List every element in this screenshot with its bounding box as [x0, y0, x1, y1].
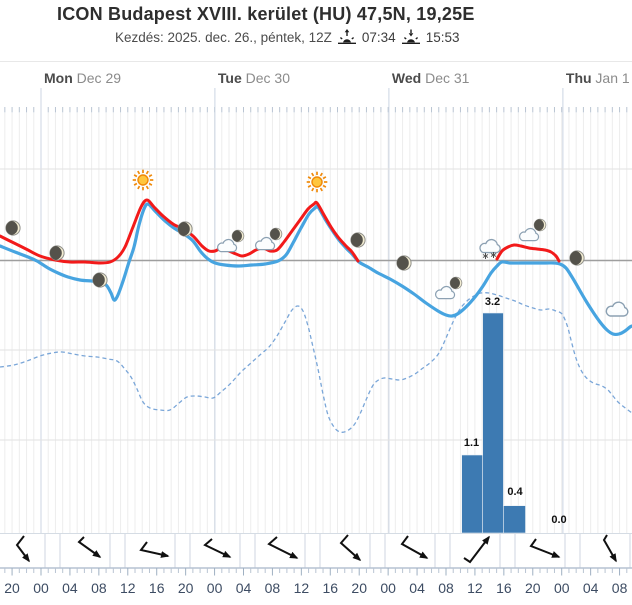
- time-tick-label: 00: [33, 580, 49, 596]
- precip-value-label: 0.0: [551, 514, 567, 526]
- run-info: Kezdés: 2025. dec. 26., péntek, 12Z 07:3…: [115, 29, 460, 45]
- moon-icon: [569, 250, 586, 267]
- moon-cloud-icon: [433, 276, 463, 300]
- time-tick-label: 20: [4, 580, 20, 596]
- run-label: Kezdés: 2025. dec. 26., péntek, 12Z: [115, 29, 332, 45]
- sun-icon: [305, 170, 330, 195]
- time-tick-label: 08: [264, 580, 281, 596]
- moon-icon: [92, 272, 109, 289]
- precip-value-label: 1.1: [463, 437, 480, 449]
- time-tick-label: 12: [467, 580, 483, 596]
- precip-bar: [503, 505, 526, 534]
- moon-cloud-icon: [215, 229, 245, 253]
- time-tick-label: 00: [206, 580, 223, 596]
- wind-arrow: [77, 536, 102, 558]
- moon-icon: [5, 220, 22, 237]
- time-tick-label: 04: [62, 580, 78, 596]
- time-tick-label: 08: [438, 580, 454, 596]
- time-tick-label: 20: [177, 580, 194, 596]
- day-label: Thu Jan 1: [565, 70, 630, 86]
- time-tick-label: 16: [496, 580, 512, 596]
- dashed-line: [0, 292, 632, 433]
- time-tick-label: 08: [91, 580, 107, 596]
- moon-icon: [396, 255, 413, 272]
- wind-arrow: [15, 535, 30, 563]
- wind-arrow: [529, 538, 561, 558]
- precip-bar: [461, 454, 484, 534]
- time-tick-label: 04: [582, 580, 599, 596]
- snow-cloud-icon: [477, 238, 503, 260]
- precip-value-label: 3.2: [484, 296, 501, 308]
- time-tick-label: 16: [322, 580, 339, 596]
- wind-arrow: [339, 534, 362, 562]
- wind-arrow: [267, 536, 299, 559]
- day-label: Wed Dec 31: [391, 70, 470, 86]
- sunrise-time: 07:34: [361, 29, 396, 45]
- time-tick-label: 00: [553, 580, 570, 596]
- wind-arrow: [602, 534, 617, 563]
- wind-arrow: [139, 541, 170, 558]
- time-tick-label: 04: [409, 580, 425, 596]
- wind-arrow: [463, 535, 490, 564]
- time-tick-label: 12: [119, 580, 136, 596]
- temperature-line: [495, 243, 561, 263]
- precip-bar: [482, 312, 504, 534]
- wind-arrow: [400, 535, 429, 559]
- page-title: ICON Budapest XVIII. kerület (HU) 47,5N,…: [57, 4, 475, 24]
- sunset-icon: [401, 29, 421, 45]
- moon-icon: [49, 245, 66, 262]
- sun-icon: [131, 168, 156, 193]
- precip-value-label: 0.4: [507, 486, 523, 498]
- sunset-time: 15:53: [425, 29, 460, 45]
- day-label: Tue Dec 30: [217, 70, 290, 86]
- time-tick-label: 08: [611, 580, 628, 596]
- cloud-icon: [604, 301, 631, 318]
- day-label: Mon Dec 29: [44, 70, 122, 86]
- time-tick-label: 04: [235, 580, 252, 596]
- time-tick-label: 16: [148, 580, 165, 596]
- time-tick-label: 20: [351, 580, 368, 596]
- wind-arrow: [203, 538, 232, 558]
- time-tick-label: 20: [525, 580, 541, 596]
- sunrise-icon: [337, 29, 357, 45]
- time-tick-label: 12: [293, 580, 310, 596]
- moon-icon: [350, 232, 367, 249]
- time-tick-label: 00: [380, 580, 396, 596]
- temperature-line: [0, 198, 360, 265]
- moon-cloud-icon: [253, 227, 283, 251]
- moon-cloud-icon: [517, 218, 547, 242]
- moon-icon: [177, 221, 194, 238]
